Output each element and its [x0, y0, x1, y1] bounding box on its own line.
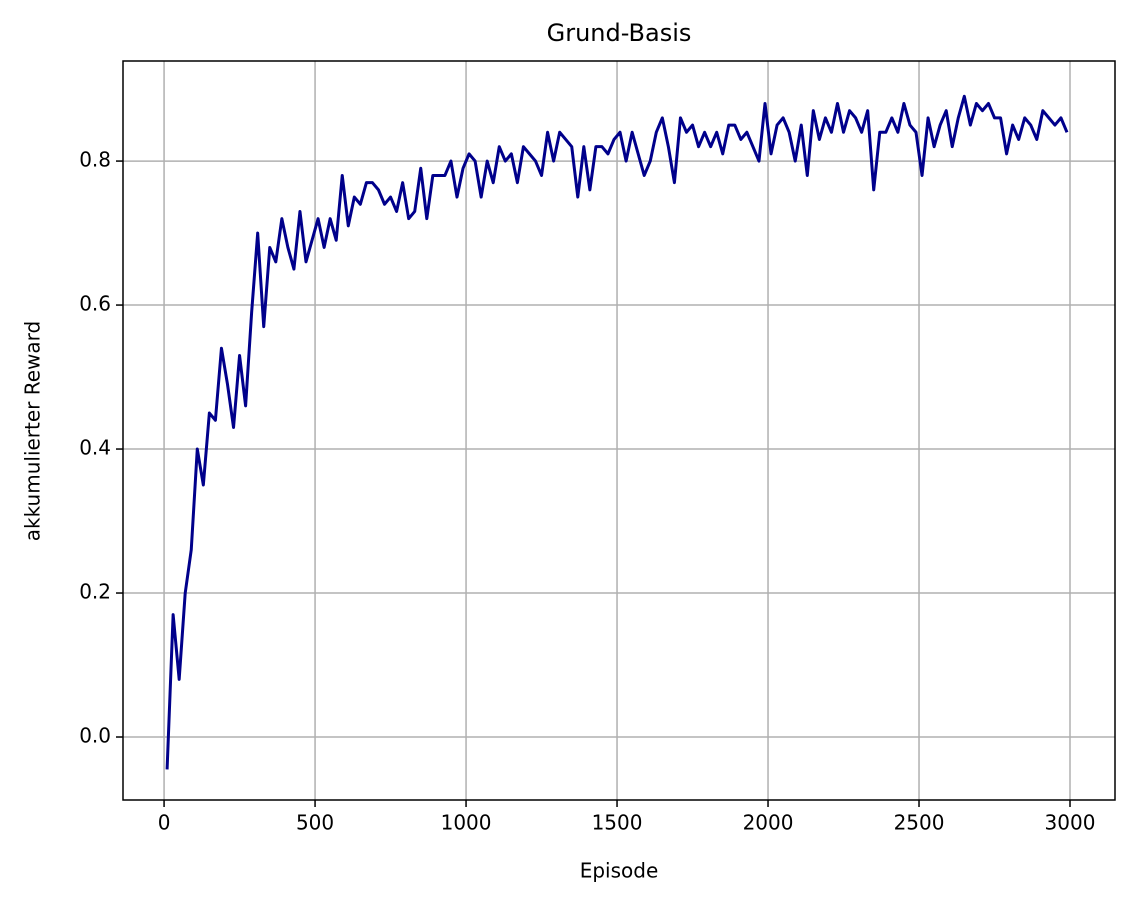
chart-title: Grund-Basis	[547, 19, 692, 47]
y-tick-label: 0.0	[79, 724, 111, 748]
plot-frame	[122, 60, 1116, 801]
y-tick-label: 0.4	[79, 436, 111, 460]
y-tick-label: 0.6	[79, 292, 111, 316]
x-tick-label: 2000	[743, 811, 794, 835]
y-tick-label: 0.2	[79, 580, 111, 604]
y-axis-label: akkumulierter Reward	[21, 321, 45, 542]
data-line	[165, 94, 1069, 770]
x-tick-label: 0	[158, 811, 171, 835]
y-tick-label: 0.8	[79, 148, 111, 172]
x-tick-label: 500	[296, 811, 334, 835]
x-tick-label: 2500	[894, 811, 945, 835]
x-tick-label: 1500	[592, 811, 643, 835]
x-tick-label: 3000	[1045, 811, 1096, 835]
x-axis-label: Episode	[580, 859, 659, 883]
x-tick-label: 1000	[441, 811, 492, 835]
